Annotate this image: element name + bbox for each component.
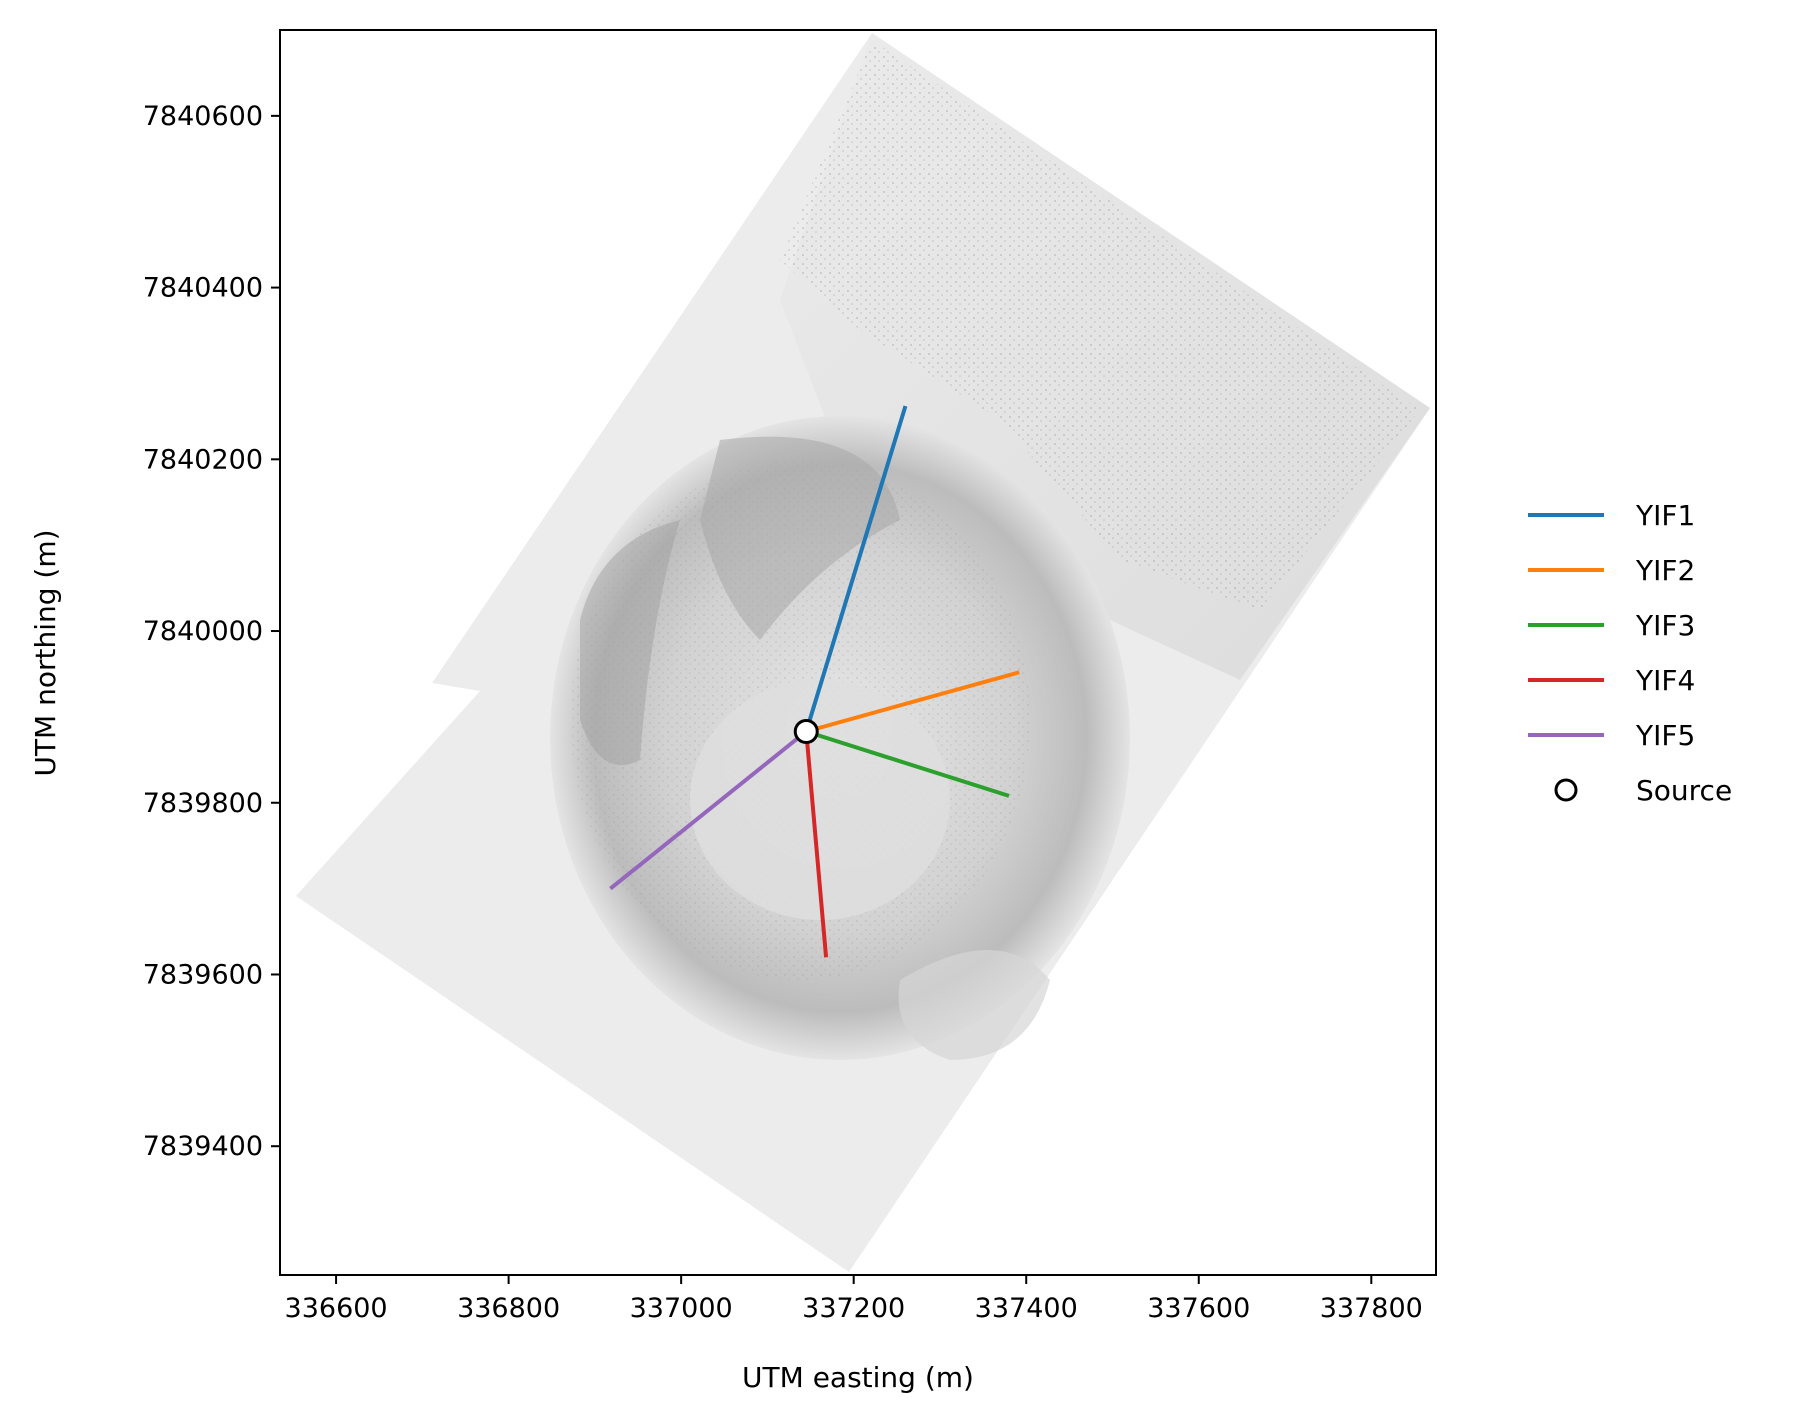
relief-rough-texture	[780, 40, 1420, 610]
y-axis: 7839400 7839600 7839800 7840000 7840200 78404…	[143, 101, 280, 1162]
source-marker	[793, 718, 819, 744]
x-tick-label: 337600	[1147, 1293, 1250, 1324]
x-tick-label: 337000	[630, 1293, 733, 1324]
x-tick-label: 337400	[975, 1293, 1078, 1324]
crater-wall-shadow	[700, 436, 900, 640]
legend-label-yif3: YIF3	[1635, 609, 1695, 642]
series-line-yif3	[805, 729, 1010, 798]
y-axis-label: UTM northing (m)	[29, 529, 62, 776]
plot-frame	[279, 29, 1437, 1276]
legend: YIF1 YIF2 YIF3 YIF4 YIF5 Source	[1528, 499, 1732, 807]
legend-label-yif5: YIF5	[1635, 719, 1695, 752]
legend-label-source: Source	[1636, 774, 1732, 807]
series-line-yif4	[804, 731, 829, 958]
legend-label-yif2: YIF2	[1635, 554, 1695, 587]
y-tick-label: 7840200	[143, 444, 263, 475]
inner-pit	[690, 680, 950, 920]
x-tick-label: 336600	[285, 1293, 388, 1324]
source-layer	[793, 718, 819, 744]
hillshade-background	[296, 33, 1430, 1272]
legend-label-yif1: YIF1	[1635, 499, 1695, 532]
series-line-yif5	[609, 729, 808, 891]
y-tick-label: 7839600	[143, 959, 263, 990]
x-axis-label: UTM easting (m)	[742, 1361, 974, 1394]
x-axis: 336600 336800 337000 337200 337400 337600 3378…	[285, 1275, 1423, 1324]
series-line-yif1	[804, 405, 908, 733]
series-lines	[609, 405, 1020, 958]
southeast-lobe	[898, 950, 1050, 1060]
x-tick-label: 336800	[457, 1293, 560, 1324]
y-tick-label: 7839800	[143, 788, 263, 819]
x-tick-label: 337200	[802, 1293, 905, 1324]
legend-label-yif4: YIF4	[1635, 664, 1695, 697]
series-line-yif2	[805, 670, 1020, 734]
legend-source-marker	[1554, 778, 1578, 802]
x-tick-label: 337800	[1320, 1293, 1423, 1324]
y-tick-label: 7840600	[143, 101, 263, 132]
crater-west-wall	[580, 520, 680, 765]
y-tick-label: 7840000	[143, 616, 263, 647]
y-tick-label: 7840400	[143, 273, 263, 304]
y-tick-label: 7839400	[143, 1131, 263, 1162]
